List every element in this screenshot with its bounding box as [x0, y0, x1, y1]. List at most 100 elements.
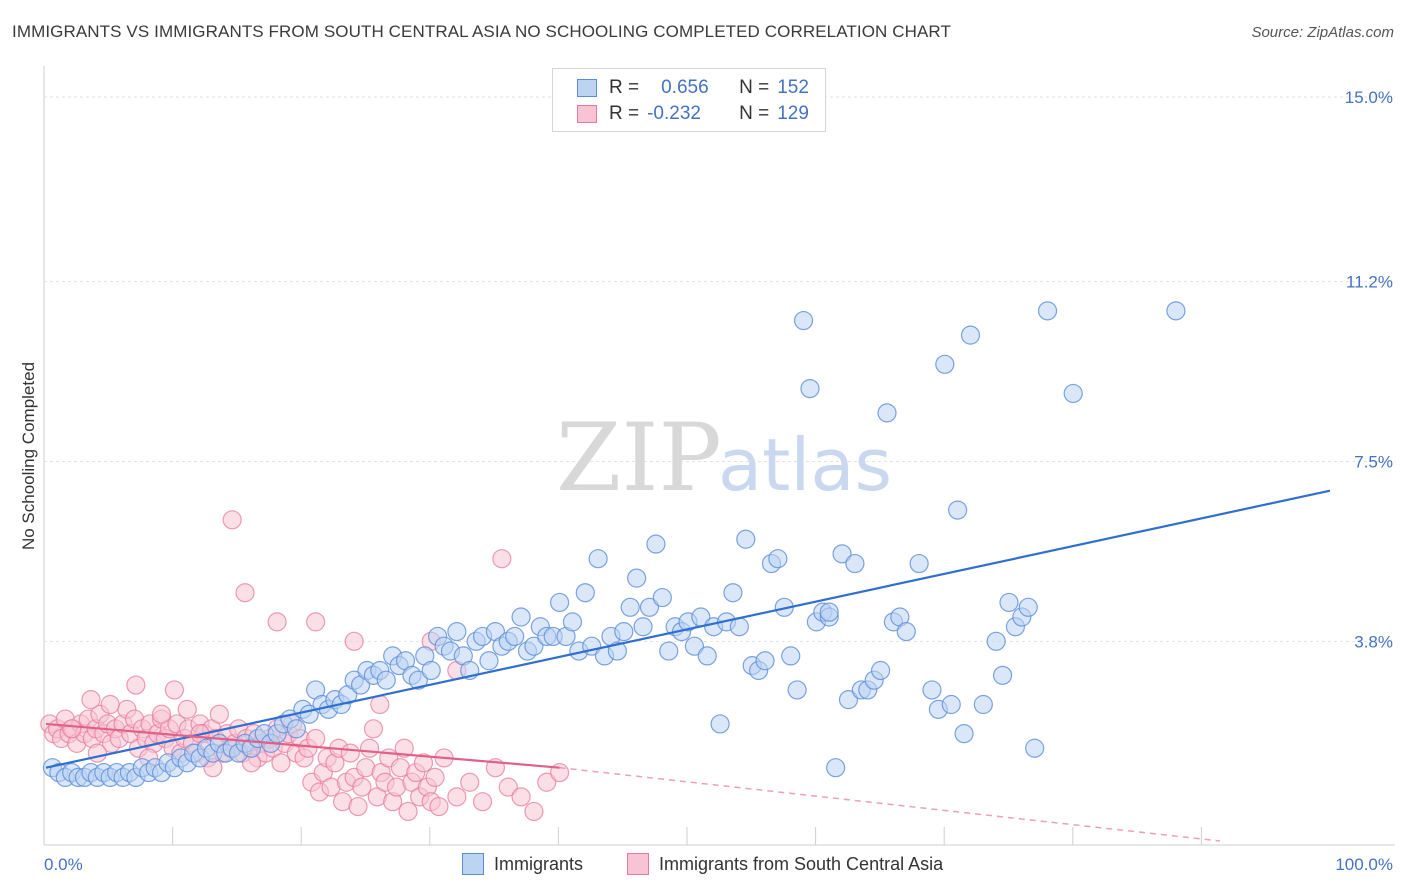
stats-row-immigrants: R = 0.656 N = 152	[577, 76, 809, 100]
chart-title: IMMIGRANTS VS IMMIGRANTS FROM SOUTH CENT…	[12, 22, 951, 41]
data-point	[607, 641, 627, 661]
data-point	[429, 796, 449, 817]
swatch-immigrants	[577, 79, 597, 97]
data-point	[697, 646, 717, 666]
data-point	[413, 753, 434, 773]
data-point	[398, 801, 418, 822]
legend-label-south-central-asia: Immigrants from South Central Asia	[659, 853, 944, 874]
data-point	[1018, 597, 1038, 617]
data-point	[948, 500, 968, 520]
data-point	[286, 719, 306, 739]
data-point	[209, 704, 229, 724]
data-point	[267, 612, 287, 632]
data-point	[394, 738, 414, 758]
r-label: R =	[609, 77, 640, 98]
data-point	[787, 680, 807, 700]
r-label: R =	[609, 103, 640, 124]
data-point	[562, 612, 583, 632]
data-point	[126, 675, 146, 695]
data-point	[447, 621, 467, 642]
data-point	[87, 743, 107, 763]
data-point	[408, 670, 428, 690]
data-point	[460, 772, 480, 792]
trend-line-south-central-asia	[45, 722, 560, 769]
trend-line-immigrants	[45, 489, 1331, 769]
data-point	[340, 743, 360, 763]
data-point	[941, 694, 961, 715]
data-point	[492, 549, 512, 569]
data-point	[1166, 301, 1186, 321]
data-point	[986, 631, 1006, 651]
legend-label-immigrants: Immigrants	[494, 853, 584, 874]
data-point	[348, 796, 368, 817]
data-point	[81, 690, 101, 710]
data-point	[646, 534, 666, 554]
tick-labels: 3.8% 7.5% 11.2% 15.0% 0.0% 100.0%	[44, 88, 1393, 874]
data-point	[723, 583, 743, 603]
data-point	[447, 787, 467, 807]
data-point	[177, 699, 197, 719]
grid-lines	[44, 96, 1395, 642]
data-point	[639, 597, 660, 617]
stats-row-south-central-asia: R = -0.232 N = 129	[577, 102, 809, 126]
data-point	[537, 772, 557, 792]
watermark: ZIP atlas	[556, 404, 892, 513]
stats-legend: R = 0.656 N = 152 R = -0.232 N = 129	[552, 68, 826, 132]
data-point	[306, 728, 326, 749]
swatch-south-central-asia	[577, 105, 597, 123]
data-point	[826, 758, 846, 778]
data-point	[235, 583, 255, 603]
data-point	[870, 660, 891, 681]
n-label: N =	[739, 77, 770, 98]
data-point	[421, 660, 441, 681]
y-tick-label: 7.5%	[1354, 453, 1393, 472]
n-value: 129	[777, 103, 809, 124]
trend-lines	[45, 489, 1331, 842]
data-point	[271, 753, 291, 773]
y-tick-label: 15.0%	[1345, 88, 1393, 107]
x-tick-label: 0.0%	[44, 855, 83, 874]
data-point	[363, 719, 384, 739]
data-point	[973, 694, 993, 715]
data-point	[222, 510, 242, 530]
data-point	[755, 651, 775, 671]
data-point	[992, 665, 1013, 685]
data-point	[896, 621, 916, 642]
data-point	[425, 767, 445, 788]
source-label: Source: ZipAtlas.com	[1251, 24, 1394, 41]
data-point	[838, 690, 859, 710]
data-point	[306, 612, 326, 632]
data-point	[575, 583, 595, 603]
data-point	[768, 549, 788, 569]
data-point	[151, 704, 172, 724]
r-value: 0.656	[661, 77, 709, 98]
data-point	[800, 379, 820, 399]
data-point	[479, 651, 499, 671]
data-point	[954, 724, 974, 744]
data-point	[1037, 301, 1058, 321]
n-value: 152	[777, 77, 809, 98]
data-point	[935, 354, 955, 374]
data-point	[1063, 383, 1083, 404]
data-point	[359, 738, 380, 758]
data-point	[877, 403, 897, 423]
data-point	[793, 310, 814, 331]
y-tick-label: 11.2%	[1346, 273, 1393, 292]
data-point	[549, 592, 570, 613]
data-point	[832, 544, 852, 564]
data-point	[736, 529, 756, 549]
data-point	[511, 787, 531, 807]
data-point	[627, 568, 647, 588]
legend-swatch-south-central-asia	[627, 853, 649, 875]
data-point	[472, 792, 493, 812]
watermark-atlas: atlas	[718, 423, 892, 507]
data-point	[922, 680, 942, 700]
data-point	[819, 602, 839, 622]
data-point	[710, 714, 730, 734]
data-point	[633, 617, 653, 637]
data-point	[376, 670, 396, 690]
data-point	[781, 646, 801, 666]
n-label: N =	[739, 103, 770, 124]
data-point	[659, 641, 679, 661]
y-axis-label: No Schooling Completed	[19, 362, 38, 550]
